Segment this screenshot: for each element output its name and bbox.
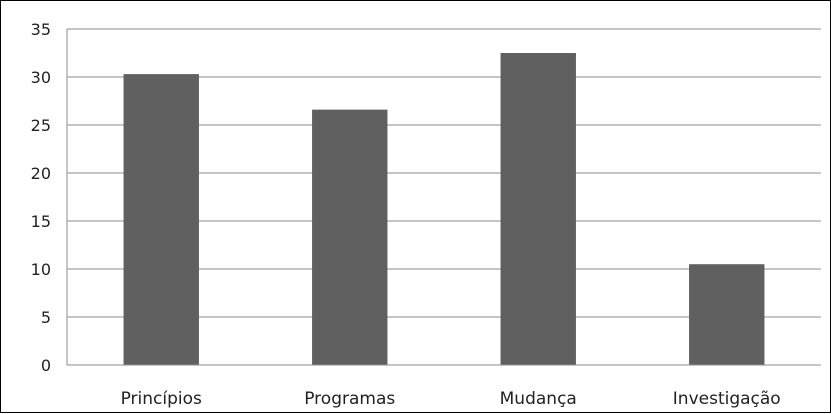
y-tick-label: 25 <box>31 116 51 135</box>
bars <box>123 53 765 366</box>
axes <box>66 29 821 366</box>
bar-principios <box>123 74 199 366</box>
y-tick-label: 0 <box>41 356 51 375</box>
y-tick-label: 5 <box>41 308 51 327</box>
y-tick-label: 15 <box>31 212 51 231</box>
x-category-label: Princípios <box>121 389 202 409</box>
y-tick-label: 30 <box>31 68 51 87</box>
bar-mudanca <box>500 53 576 365</box>
x-category-label: Investigação <box>673 389 781 409</box>
bar-programas <box>312 109 388 365</box>
y-tick-label: 35 <box>31 20 51 39</box>
y-tick-label: 10 <box>31 260 51 279</box>
bar-investigacao <box>689 264 765 365</box>
y-tick-label: 20 <box>31 164 51 183</box>
y-tick-labels: 0 5 10 15 20 25 30 35 <box>31 20 51 375</box>
x-category-labels: Princípios Programas Mudança Investigação <box>121 389 781 409</box>
x-category-label: Programas <box>304 389 395 409</box>
x-category-label: Mudança <box>500 389 577 409</box>
